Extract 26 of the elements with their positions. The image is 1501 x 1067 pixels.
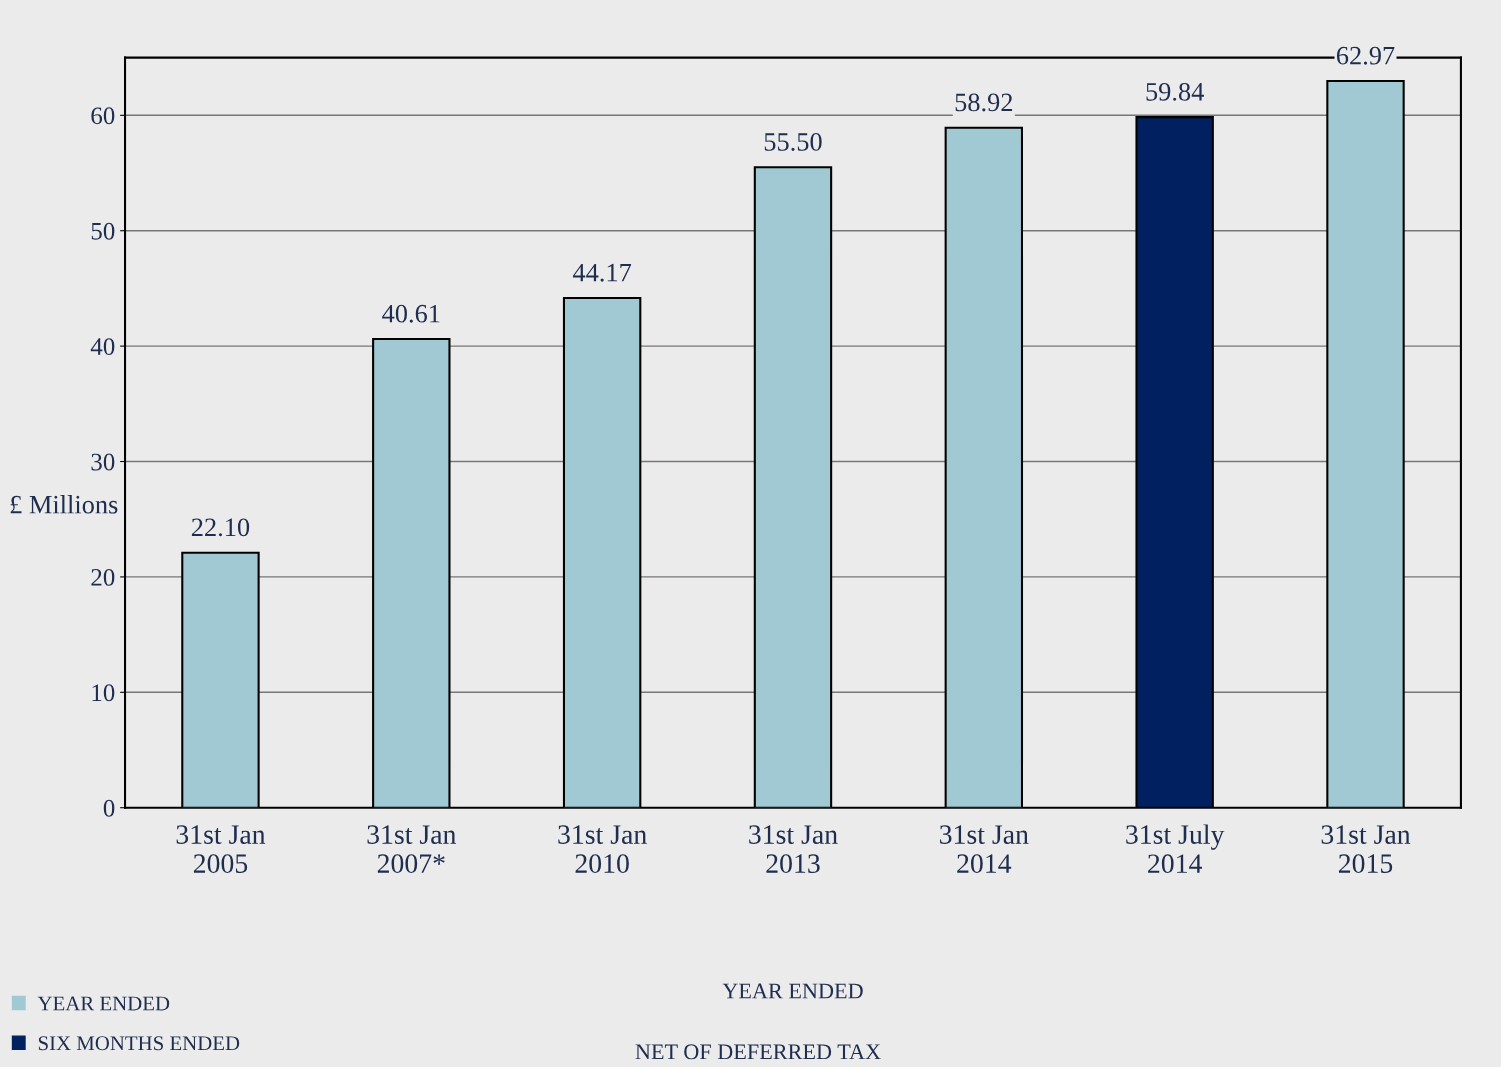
y-tick-label: 50: [91, 222, 115, 240]
legend-label: YEAR ENDED: [37, 996, 170, 1011]
x-axis-title: YEAR ENDED: [722, 983, 863, 999]
y-tick-label: 10: [92, 684, 115, 702]
x-tick-label: 31st Jan 2007*: [367, 825, 457, 873]
x-tick-label: 31st Jan 2015: [1321, 825, 1411, 873]
x-tick-label: 31st Jan 2013: [749, 825, 838, 873]
data-label: 44.17: [572, 263, 632, 282]
x-tick-label: 31st Jan 2005: [176, 825, 266, 873]
data-label: 62.97: [1336, 46, 1395, 65]
y-tick-label: 40: [90, 338, 115, 356]
data-label: 40.61: [382, 304, 440, 323]
y-tick-label: 60: [91, 107, 115, 125]
x-tick-label: 31st Jan 2010: [558, 825, 647, 873]
x-tick-label: 31st July 2014: [1126, 824, 1225, 874]
data-label: 59.84: [1146, 82, 1204, 101]
data-label: 22.10: [191, 518, 250, 537]
data-label: 55.50: [764, 132, 822, 151]
y-tick-label: 0: [103, 799, 115, 817]
legend-label: SIX MONTHS ENDED: [38, 1036, 240, 1051]
x-tick-label: 31st Jan 2014: [940, 825, 1029, 873]
y-axis-title: £ Millions: [10, 495, 118, 514]
y-tick-label: 20: [91, 568, 115, 586]
data-label: 58.92: [955, 93, 1013, 112]
text: NET OF DEFERRED TAX: [635, 1044, 881, 1060]
y-tick-label: 30: [91, 453, 115, 471]
